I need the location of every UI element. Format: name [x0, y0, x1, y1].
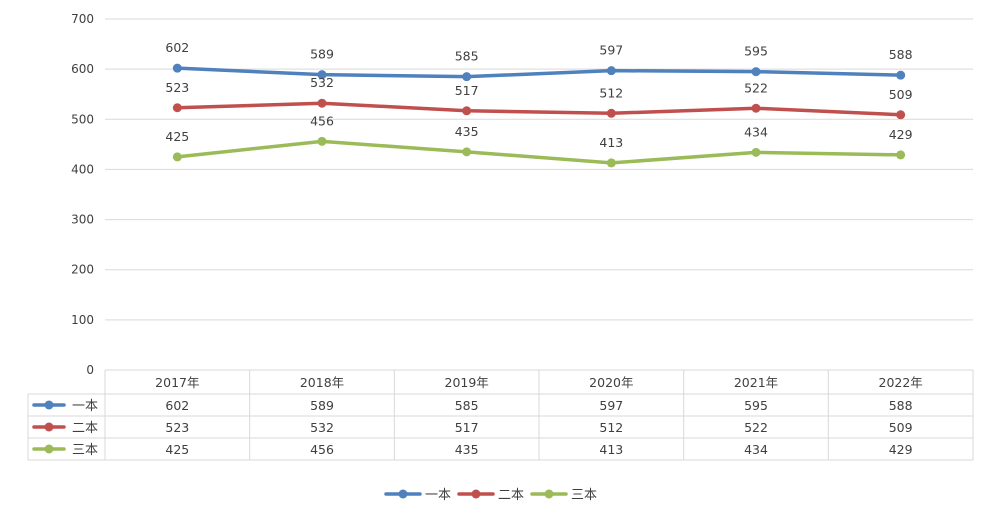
series-point	[751, 147, 761, 157]
table-cell: 456	[310, 442, 334, 457]
y-tick-label: 700	[71, 12, 94, 26]
table-cell: 585	[455, 398, 479, 413]
series-point	[606, 158, 616, 168]
y-tick-label: 500	[71, 112, 94, 126]
table-cell: 512	[599, 420, 623, 435]
category-label: 2020年	[589, 375, 633, 390]
table-cell: 597	[599, 398, 623, 413]
y-tick-label: 100	[71, 313, 94, 327]
data-label: 456	[310, 113, 334, 128]
data-label: 429	[889, 127, 913, 142]
category-label: 2022年	[879, 375, 923, 390]
data-label: 595	[744, 44, 768, 59]
series-point	[172, 103, 182, 113]
data-label: 588	[889, 47, 913, 62]
data-label: 512	[599, 85, 623, 100]
table-series-name: 三本	[72, 443, 98, 458]
series-point	[606, 66, 616, 76]
data-labels: 602 589 585 597 595 588 523 532 517 512 522 509 425 4…	[165, 40, 912, 150]
table-series-name: 二本	[72, 421, 98, 436]
y-tick-label: 300	[71, 213, 94, 227]
table-cell: 589	[310, 398, 334, 413]
series-point	[172, 152, 182, 162]
legend-label: 二本	[498, 488, 524, 503]
legend-marker	[471, 489, 481, 499]
legend-label: 一本	[425, 488, 451, 503]
table-cell: 532	[310, 420, 334, 435]
table-cell: 435	[455, 442, 479, 457]
data-label: 434	[744, 124, 768, 139]
series-point	[751, 103, 761, 113]
series-point	[606, 108, 616, 118]
y-tick-label: 0	[86, 363, 94, 377]
table-legend-marker	[44, 400, 54, 410]
table-legend-marker	[44, 422, 54, 432]
series-point	[172, 63, 182, 73]
category-label: 2019年	[445, 375, 489, 390]
series-point	[896, 110, 906, 120]
table-cell: 429	[889, 442, 913, 457]
table-cell: 588	[889, 398, 913, 413]
series-point	[317, 70, 327, 80]
data-label: 435	[455, 124, 479, 139]
table-cell: 523	[165, 420, 189, 435]
table-series-name: 一本	[72, 399, 98, 414]
category-label: 2018年	[300, 375, 344, 390]
table-cell: 425	[165, 442, 189, 457]
table-cell: 509	[889, 420, 913, 435]
legend-marker	[398, 489, 408, 499]
y-tick-label: 200	[71, 263, 94, 277]
data-label: 509	[889, 87, 913, 102]
series-point	[462, 147, 472, 157]
data-label: 522	[744, 80, 768, 95]
series-point	[317, 98, 327, 108]
series-point	[462, 72, 472, 82]
series-point	[751, 67, 761, 77]
table-cell: 522	[744, 420, 768, 435]
table-legend-marker	[44, 444, 54, 454]
series-lines	[172, 63, 906, 168]
series-point	[317, 136, 327, 146]
gridlines	[105, 18, 973, 321]
data-label: 517	[455, 83, 479, 98]
table-cell: 602	[165, 398, 189, 413]
data-label: 589	[310, 47, 334, 62]
category-label: 2017年	[155, 375, 199, 390]
legend: 一本 二本 三本	[384, 488, 597, 503]
data-label: 523	[165, 80, 189, 95]
legend-marker	[544, 489, 554, 499]
table-cell: 517	[455, 420, 479, 435]
data-label: 597	[599, 43, 623, 58]
series-line-2	[175, 101, 903, 117]
table-cell: 413	[599, 442, 623, 457]
y-axis: 0 100 200 300 400 500 600 700	[71, 12, 94, 377]
series-line-1	[175, 66, 903, 79]
data-label: 602	[165, 40, 189, 55]
y-tick-label: 400	[71, 162, 94, 176]
data-label: 425	[165, 129, 189, 144]
y-tick-label: 600	[71, 62, 94, 76]
table-cell: 595	[744, 398, 768, 413]
data-label: 413	[599, 135, 623, 150]
legend-label: 三本	[571, 488, 597, 503]
data-label: 532	[310, 75, 334, 90]
series-point	[896, 70, 906, 80]
series-point	[462, 106, 472, 116]
data-label: 585	[455, 49, 479, 64]
category-label: 2021年	[734, 375, 778, 390]
series-line-3	[175, 139, 903, 165]
series-point	[896, 150, 906, 160]
table-cell: 434	[744, 442, 768, 457]
